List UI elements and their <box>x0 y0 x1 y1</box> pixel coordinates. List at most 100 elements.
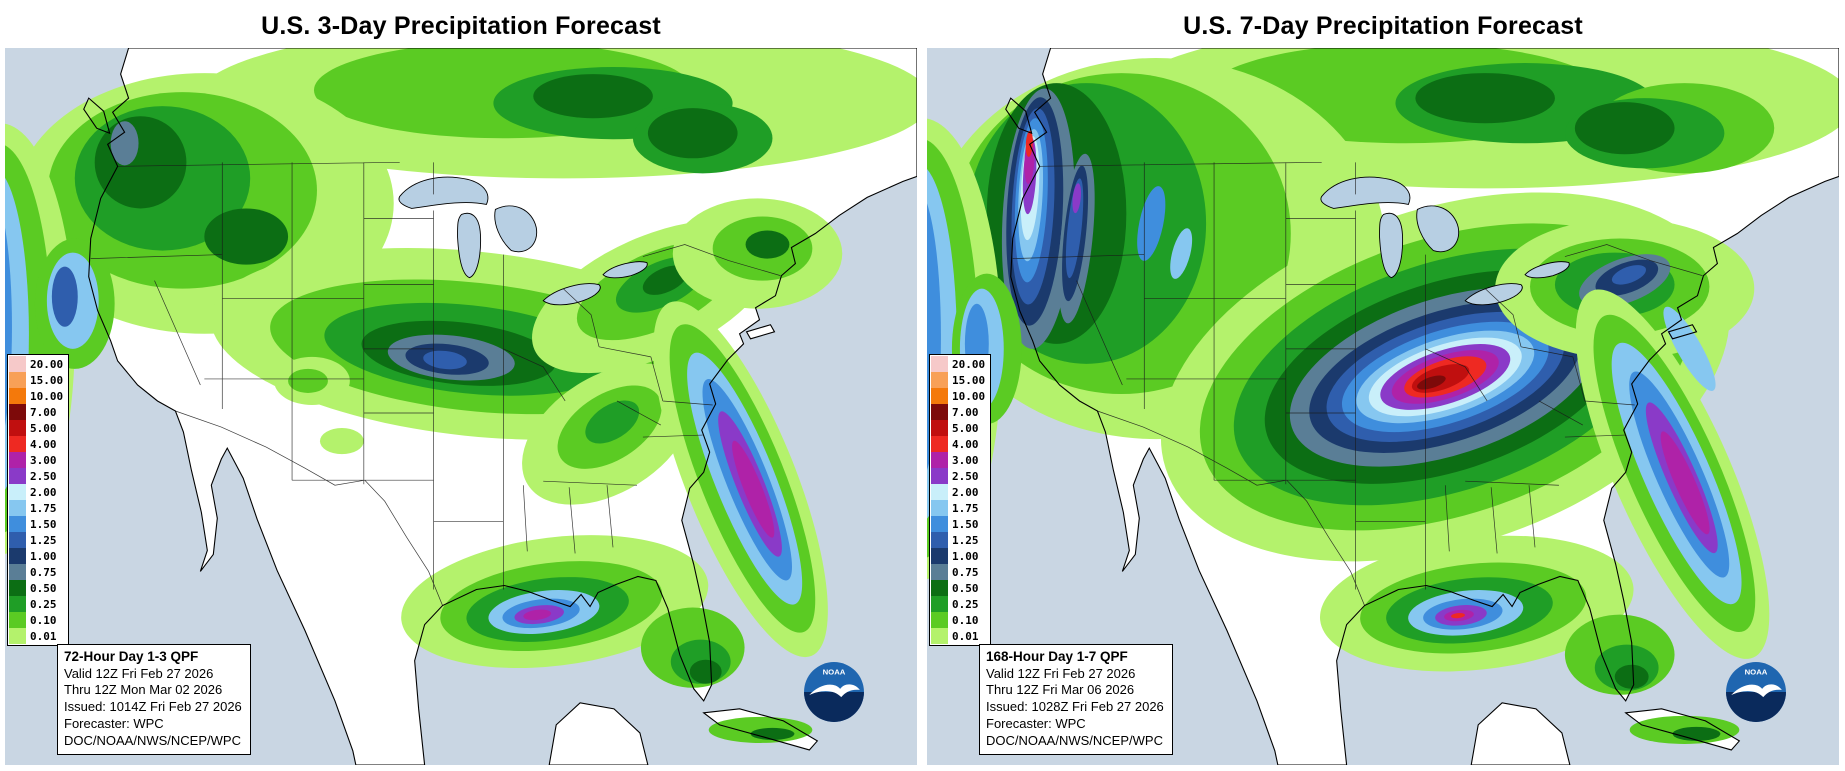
legend-value: 2.00 <box>30 485 57 499</box>
map-7day: 20.00 15.00 10.00 7.00 5.00 4.00 3.00 2.50 2.00 1… <box>927 48 1839 765</box>
legend-value: 1.50 <box>952 517 979 531</box>
legend-value: 5.00 <box>30 421 57 435</box>
legend-swatch <box>931 452 948 468</box>
info-line: Issued: 1028Z Fri Feb 27 2026 <box>986 699 1164 715</box>
legend-value: 1.00 <box>30 549 57 563</box>
info-lines: Valid 12Z Fri Feb 27 2026 Thru 12Z Fri Ma… <box>986 666 1164 750</box>
info-line: Thru 12Z Mon Mar 02 2026 <box>64 682 223 698</box>
legend-swatch <box>9 436 26 452</box>
noaa-logo-icon: NOAA <box>804 662 864 722</box>
legend-entry: 10.00 <box>931 388 989 404</box>
legend-value: 3.00 <box>952 453 979 467</box>
legend-value: 7.00 <box>30 405 57 419</box>
legend-value: 1.50 <box>30 517 57 531</box>
legend-value: 1.75 <box>30 501 57 515</box>
legend-value: 15.00 <box>952 373 986 387</box>
legend-swatch <box>9 548 26 564</box>
info-line: Forecaster: WPC <box>986 716 1086 732</box>
legend-entry: 0.50 <box>931 580 989 596</box>
legend-value: 4.00 <box>952 437 979 451</box>
legend-value: 0.10 <box>952 613 979 627</box>
legend-entry: 1.25 <box>9 532 67 548</box>
legend-entry: 1.75 <box>931 500 989 516</box>
noaa-logo-icon: NOAA <box>1726 662 1786 722</box>
info-line: Valid 12Z Fri Feb 27 2026 <box>64 665 214 681</box>
legend-swatch <box>931 420 948 436</box>
legend-entry: 7.00 <box>9 404 67 420</box>
forecast-panel-3day: U.S. 3-Day Precipitation Forecast <box>5 4 917 771</box>
info-line: DOC/NOAA/NWS/NCEP/WPC <box>986 733 1163 749</box>
legend-value: 0.50 <box>952 581 979 595</box>
noaa-logo: NOAA <box>803 661 865 723</box>
legend-swatch <box>931 468 948 484</box>
legend-entry: 2.50 <box>931 468 989 484</box>
legend-value: 1.25 <box>952 533 979 547</box>
legend-swatch <box>931 596 948 612</box>
legend-entry: 4.00 <box>931 436 989 452</box>
legend-entry: 2.00 <box>931 484 989 500</box>
legend-entry: 5.00 <box>9 420 67 436</box>
legend-entry: 0.25 <box>9 596 67 612</box>
legend-entry: 1.50 <box>9 516 67 532</box>
legend-swatch <box>931 612 948 628</box>
legend-value: 1.75 <box>952 501 979 515</box>
legend-swatch <box>9 388 26 404</box>
legend-swatch <box>931 404 948 420</box>
legend-value: 0.25 <box>952 597 979 611</box>
legend-swatch <box>9 612 26 628</box>
legend-entry: 1.75 <box>9 500 67 516</box>
legend-value: 2.50 <box>952 469 979 483</box>
legend-swatch <box>9 628 26 644</box>
legend-entry: 0.10 <box>9 612 67 628</box>
legend-entry: 0.25 <box>931 596 989 612</box>
legend-swatch <box>931 580 948 596</box>
legend-swatch <box>9 484 26 500</box>
legend-swatch <box>9 404 26 420</box>
info-line: Forecaster: WPC <box>64 716 164 732</box>
legend-entry: 15.00 <box>931 372 989 388</box>
legend-value: 0.01 <box>952 629 979 643</box>
legend-swatch <box>931 372 948 388</box>
legend-entry: 0.75 <box>9 564 67 580</box>
legend-swatch <box>9 356 26 372</box>
legend-entry: 2.00 <box>9 484 67 500</box>
legend-swatch <box>9 532 26 548</box>
legend-value: 0.75 <box>30 565 57 579</box>
legend-value: 0.10 <box>30 613 57 627</box>
legend-swatch <box>9 564 26 580</box>
legend-entry: 0.75 <box>931 564 989 580</box>
legend-value: 5.00 <box>952 421 979 435</box>
legend-swatch <box>9 596 26 612</box>
legend-entry: 1.00 <box>9 548 67 564</box>
legend-value: 20.00 <box>952 357 986 371</box>
legend-value: 4.00 <box>30 437 57 451</box>
info-line: Thru 12Z Fri Mar 06 2026 <box>986 682 1135 698</box>
legend-swatch <box>931 436 948 452</box>
info-lines: Valid 12Z Fri Feb 27 2026 Thru 12Z Mon Ma… <box>64 666 242 750</box>
legend-swatch <box>931 564 948 580</box>
legend-value: 10.00 <box>952 389 986 403</box>
noaa-logo-text: NOAA <box>1745 667 1768 676</box>
legend-entry: 1.25 <box>931 532 989 548</box>
legend-value: 10.00 <box>30 389 64 403</box>
legend-swatch <box>931 532 948 548</box>
legend-swatch <box>931 548 948 564</box>
legend-entry: 7.00 <box>931 404 989 420</box>
forecast-panel-7day: U.S. 7-Day Precipitation Forecast <box>927 4 1839 771</box>
legend-swatch <box>9 516 26 532</box>
info-line: Valid 12Z Fri Feb 27 2026 <box>986 665 1136 681</box>
legend-entry: 15.00 <box>9 372 67 388</box>
legend-value: 7.00 <box>952 405 979 419</box>
legend-swatch <box>931 356 948 372</box>
legend-entry: 3.00 <box>9 452 67 468</box>
legend-swatch <box>9 500 26 516</box>
info-line: Issued: 1014Z Fri Feb 27 2026 <box>64 699 242 715</box>
legend-entry: 1.00 <box>931 548 989 564</box>
legend-swatch <box>931 628 948 644</box>
legend-entry: 20.00 <box>9 356 67 372</box>
legend-value: 0.50 <box>30 581 57 595</box>
precip-legend: 20.00 15.00 10.00 7.00 5.00 4.00 3.00 2.50 2.00 1… <box>7 354 70 646</box>
legend-swatch <box>931 516 948 532</box>
legend-swatch <box>9 452 26 468</box>
noaa-logo: NOAA <box>1725 661 1787 723</box>
